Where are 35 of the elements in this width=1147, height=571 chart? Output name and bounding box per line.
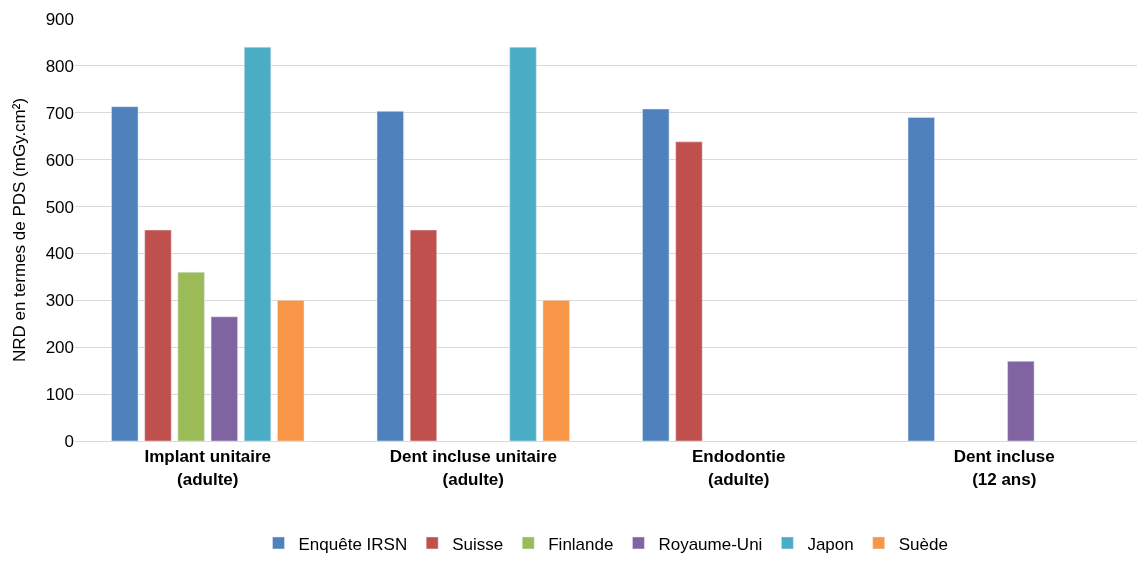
y-tick-label: 500 bbox=[45, 197, 74, 217]
bar bbox=[177, 271, 205, 441]
y-tick-label: 700 bbox=[45, 103, 74, 123]
legend-label: Suède bbox=[898, 534, 948, 554]
x-tick-label: Endodontie (adulte) bbox=[692, 447, 786, 489]
bar bbox=[1007, 361, 1035, 441]
legend-label: Suisse bbox=[452, 534, 504, 554]
y-tick-label: 100 bbox=[45, 385, 74, 405]
bar bbox=[409, 229, 437, 441]
bar bbox=[509, 46, 537, 441]
y-tick-label: 200 bbox=[45, 338, 74, 358]
legend-label: Finlande bbox=[548, 534, 614, 554]
x-tick-label: Dent incluse unitaire (adulte) bbox=[389, 447, 557, 489]
legend-label: Royaume-Uni bbox=[658, 534, 763, 554]
bar bbox=[210, 316, 238, 441]
legend-label: Enquête IRSN bbox=[298, 534, 408, 554]
y-tick-label: 900 bbox=[45, 9, 74, 29]
bar bbox=[907, 117, 935, 441]
bar bbox=[376, 111, 404, 441]
bar bbox=[144, 229, 172, 441]
bar bbox=[277, 300, 305, 441]
y-axis-title: NRD en termes de PDS (mGy.cm²) bbox=[10, 97, 30, 363]
y-tick-label: 600 bbox=[45, 150, 74, 170]
bar bbox=[675, 141, 703, 441]
x-tick-label: Implant unitaire (adulte) bbox=[144, 447, 272, 489]
y-tick-label: 800 bbox=[45, 56, 74, 76]
y-tick-label: 400 bbox=[45, 244, 74, 264]
y-tick-label: 0 bbox=[64, 431, 74, 451]
bar bbox=[642, 108, 670, 441]
y-tick-label: 300 bbox=[45, 291, 74, 311]
bar bbox=[111, 106, 139, 441]
bar bbox=[542, 300, 570, 441]
legend-label: Japon bbox=[807, 534, 854, 554]
bar bbox=[244, 46, 272, 441]
x-tick-label: Dent incluse (12 ans) bbox=[953, 447, 1055, 489]
